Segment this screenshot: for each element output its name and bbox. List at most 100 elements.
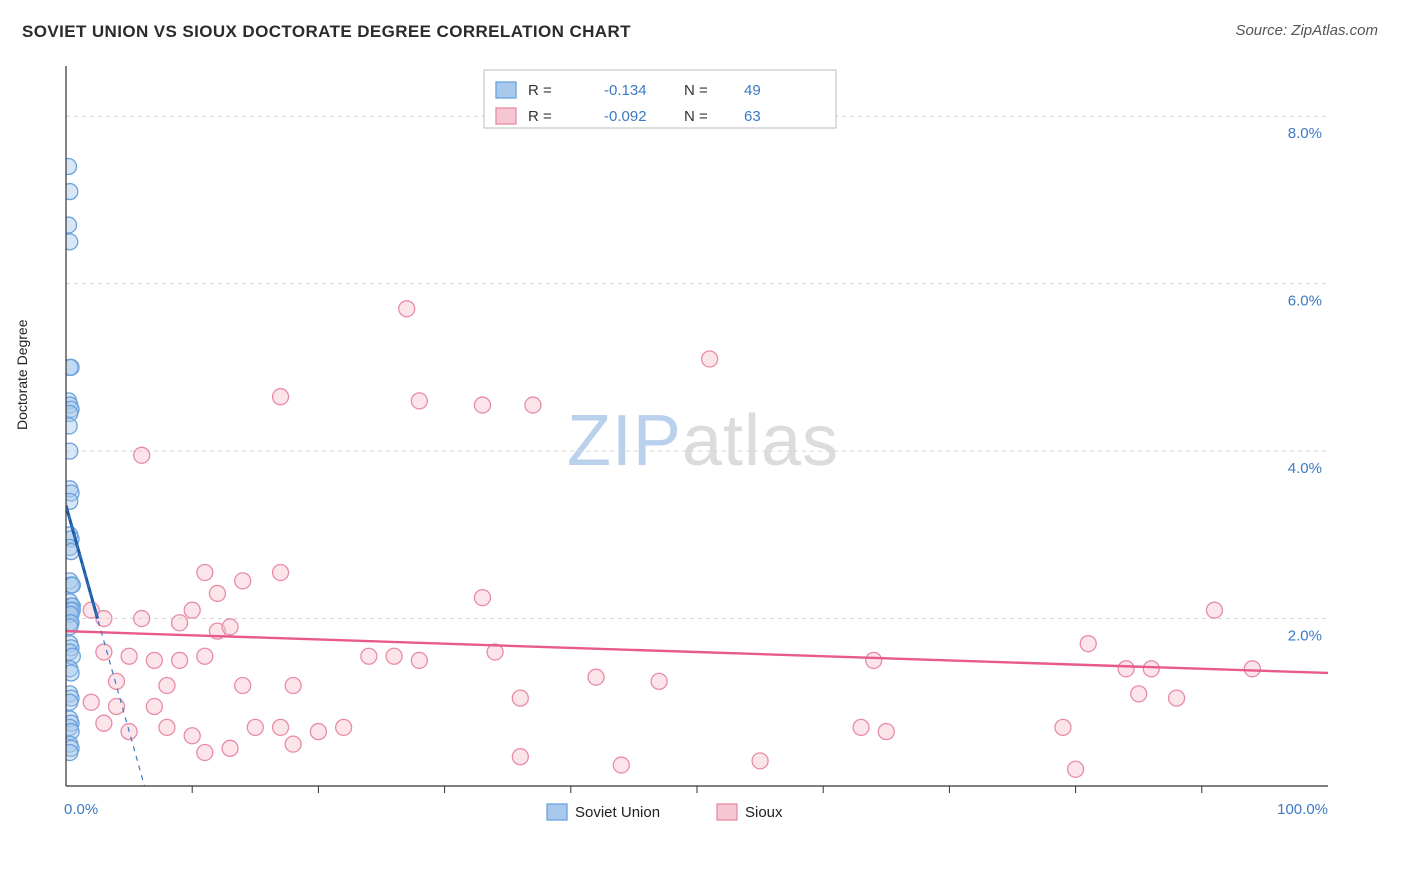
source-attribution: Source: ZipAtlas.com	[1235, 22, 1378, 39]
chart-title: SOVIET UNION VS SIOUX DOCTORATE DEGREE C…	[22, 22, 631, 42]
scatter-marker-icon	[159, 678, 175, 694]
trend-lines	[66, 506, 1328, 824]
legend-n-value: 49	[744, 82, 761, 99]
scatter-marker-icon	[273, 565, 289, 581]
scatter-marker-icon	[853, 719, 869, 735]
scatter-marker-icon	[1143, 661, 1159, 677]
scatter-marker-icon	[386, 648, 402, 664]
scatter-marker-icon	[184, 602, 200, 618]
scatter-marker-icon	[525, 397, 541, 413]
scatter-marker-icon	[222, 740, 238, 756]
sioux-trendline	[66, 631, 1328, 673]
scatter-marker-icon	[878, 724, 894, 740]
legend-n-value: 63	[744, 108, 761, 125]
scatter-marker-icon	[62, 694, 78, 710]
scatter-marker-icon	[62, 184, 78, 200]
scatter-marker-icon	[512, 749, 528, 765]
chart-svg: 2.0% 4.0% 6.0% 8.0% 0.0% 100.0% R = -0.134 N = 49…	[46, 56, 1348, 824]
legend-r-value: -0.134	[604, 82, 647, 99]
scatter-marker-icon	[1206, 602, 1222, 618]
scatter-marker-icon	[235, 678, 251, 694]
scatter-marker-icon	[411, 393, 427, 409]
scatter-marker-icon	[62, 234, 78, 250]
y-tick-label: 8.0%	[1288, 125, 1322, 142]
scatter-marker-icon	[61, 217, 77, 233]
scatter-marker-icon	[108, 673, 124, 689]
legend-series-label: Sioux	[745, 804, 783, 821]
scatter-marker-icon	[64, 577, 80, 593]
y-tick-label: 6.0%	[1288, 293, 1322, 310]
scatter-marker-icon	[96, 715, 112, 731]
scatter-points	[61, 158, 1261, 777]
scatter-marker-icon	[512, 690, 528, 706]
scatter-marker-icon	[411, 652, 427, 668]
legend-n-label: N =	[684, 108, 708, 125]
legend-swatch-icon	[496, 108, 516, 124]
scatter-marker-icon	[310, 724, 326, 740]
legend-swatch-icon	[547, 804, 567, 820]
scatter-marker-icon	[159, 719, 175, 735]
legend-r-label: R =	[528, 108, 552, 125]
scatter-marker-icon	[474, 397, 490, 413]
series-legend: Soviet Union Sioux	[547, 804, 783, 821]
scatter-marker-icon	[361, 648, 377, 664]
scatter-marker-icon	[146, 652, 162, 668]
correlation-scatter-chart: 2.0% 4.0% 6.0% 8.0% 0.0% 100.0% R = -0.134 N = 49…	[46, 56, 1348, 824]
scatter-marker-icon	[184, 728, 200, 744]
scatter-marker-icon	[273, 389, 289, 405]
scatter-marker-icon	[61, 158, 77, 174]
y-tick-label: 2.0%	[1288, 628, 1322, 645]
scatter-marker-icon	[172, 652, 188, 668]
scatter-marker-icon	[172, 615, 188, 631]
scatter-marker-icon	[134, 611, 150, 627]
scatter-marker-icon	[121, 648, 137, 664]
scatter-marker-icon	[146, 698, 162, 714]
scatter-marker-icon	[96, 644, 112, 660]
scatter-marker-icon	[1068, 761, 1084, 777]
scatter-marker-icon	[613, 757, 629, 773]
scatter-marker-icon	[62, 443, 78, 459]
scatter-marker-icon	[1118, 661, 1134, 677]
y-tick-label: 4.0%	[1288, 460, 1322, 477]
scatter-marker-icon	[235, 573, 251, 589]
scatter-marker-icon	[336, 719, 352, 735]
scatter-marker-icon	[1080, 636, 1096, 652]
scatter-marker-icon	[134, 447, 150, 463]
scatter-marker-icon	[197, 745, 213, 761]
legend-swatch-icon	[496, 82, 516, 98]
scatter-marker-icon	[588, 669, 604, 685]
x-tick-label: 0.0%	[64, 801, 98, 818]
scatter-marker-icon	[752, 753, 768, 769]
scatter-marker-icon	[474, 590, 490, 606]
scatter-marker-icon	[247, 719, 263, 735]
page-root: SOVIET UNION VS SIOUX DOCTORATE DEGREE C…	[0, 0, 1406, 892]
scatter-marker-icon	[866, 652, 882, 668]
scatter-marker-icon	[62, 493, 78, 509]
legend-r-label: R =	[528, 82, 552, 99]
scatter-marker-icon	[197, 565, 213, 581]
x-tick-label: 100.0%	[1277, 801, 1328, 818]
scatter-marker-icon	[209, 585, 225, 601]
scatter-marker-icon	[61, 418, 77, 434]
scatter-marker-icon	[96, 611, 112, 627]
scatter-marker-icon	[285, 736, 301, 752]
soviet-trendline-dashed	[66, 506, 180, 824]
scatter-marker-icon	[222, 619, 238, 635]
scatter-marker-icon	[702, 351, 718, 367]
scatter-marker-icon	[1244, 661, 1260, 677]
scatter-marker-icon	[108, 698, 124, 714]
scatter-marker-icon	[285, 678, 301, 694]
scatter-marker-icon	[62, 745, 78, 761]
scatter-marker-icon	[1169, 690, 1185, 706]
scatter-marker-icon	[83, 694, 99, 710]
scatter-marker-icon	[651, 673, 667, 689]
legend-series-label: Soviet Union	[575, 804, 660, 821]
scatter-marker-icon	[197, 648, 213, 664]
correlation-legend: R =-0.134N =49R =-0.092N =63	[484, 70, 836, 128]
y-axis-label: Doctorate Degree	[14, 319, 30, 430]
scatter-marker-icon	[273, 719, 289, 735]
scatter-marker-icon	[399, 301, 415, 317]
scatter-marker-icon	[1131, 686, 1147, 702]
legend-swatch-icon	[717, 804, 737, 820]
legend-r-value: -0.092	[604, 108, 647, 125]
